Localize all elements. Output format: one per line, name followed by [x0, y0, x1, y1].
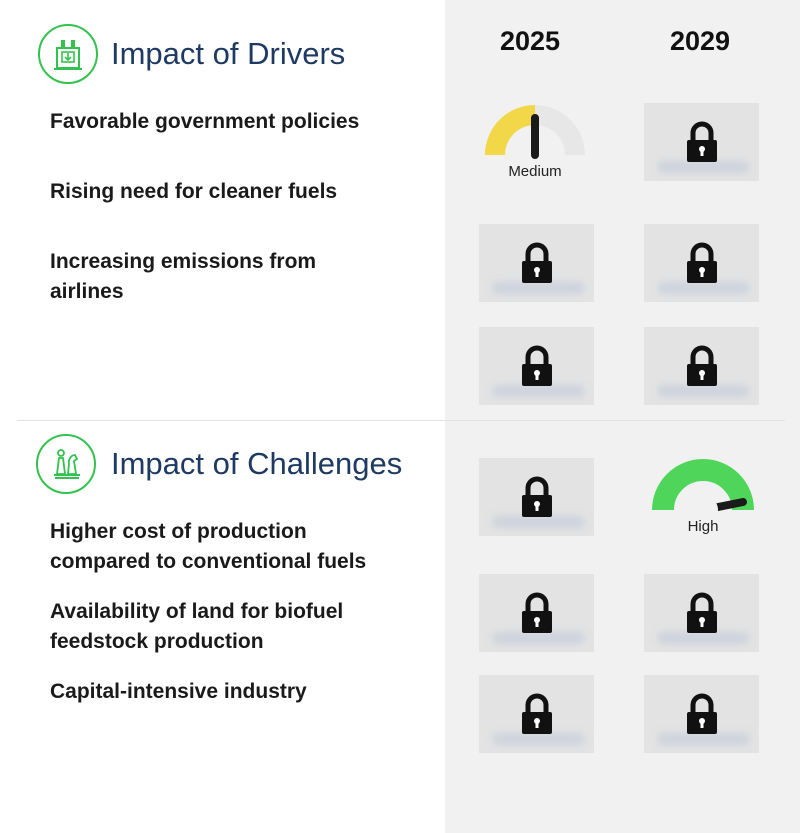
- blurred-value: [493, 385, 584, 397]
- blurred-value: [658, 733, 749, 745]
- section-divider: [17, 420, 785, 421]
- locked-rating[interactable]: [644, 103, 759, 181]
- driver-item-cleaner-fuels: Rising need for cleaner fuels: [50, 180, 338, 203]
- blurred-value: [493, 282, 584, 294]
- locked-rating[interactable]: [644, 224, 759, 302]
- medium-gauge-label: Medium: [508, 163, 562, 180]
- lock-icon: [686, 592, 717, 633]
- year-column-2029: 2029: [669, 26, 731, 56]
- lock-icon: [686, 693, 717, 734]
- locked-rating[interactable]: [479, 574, 594, 652]
- lock-icon: [521, 345, 552, 386]
- drivers-title: Impact of Drivers: [111, 36, 346, 71]
- high-gauge: High: [648, 455, 758, 545]
- lock-icon: [521, 476, 552, 517]
- chess-icon: [36, 434, 96, 494]
- driver-item-airline-emissions: Increasing emissions from airlines: [50, 250, 317, 303]
- driver-item-government-policies: Favorable government policies: [50, 110, 360, 133]
- lock-icon: [521, 592, 552, 633]
- locked-rating[interactable]: [479, 675, 594, 753]
- blurred-value: [493, 733, 584, 745]
- blurred-value: [493, 516, 584, 528]
- locked-rating[interactable]: [479, 224, 594, 302]
- lock-icon: [686, 242, 717, 283]
- challenges-title: Impact of Challenges: [111, 446, 403, 481]
- blurred-value: [658, 161, 749, 173]
- locked-rating[interactable]: [479, 458, 594, 536]
- challenge-item-production-cost: Higher cost of production compared to co…: [50, 520, 367, 573]
- blurred-value: [493, 632, 584, 644]
- challenge-item-land-availability: Availability of land for biofuel feedsto…: [50, 600, 344, 653]
- lock-icon: [521, 693, 552, 734]
- lock-icon: [521, 242, 552, 283]
- locked-rating[interactable]: [479, 327, 594, 405]
- locked-rating[interactable]: [644, 574, 759, 652]
- year-column-2025: 2025: [499, 26, 561, 56]
- locked-rating[interactable]: [644, 675, 759, 753]
- blurred-value: [658, 282, 749, 294]
- challenge-item-capital-intensive: Capital-intensive industry: [50, 680, 307, 703]
- high-gauge-label: High: [687, 518, 719, 535]
- factory-icon: [38, 24, 98, 84]
- lock-icon: [686, 345, 717, 386]
- blurred-value: [658, 385, 749, 397]
- medium-gauge: Medium: [480, 100, 590, 190]
- blurred-value: [658, 632, 749, 644]
- locked-rating[interactable]: [644, 327, 759, 405]
- lock-icon: [686, 121, 717, 162]
